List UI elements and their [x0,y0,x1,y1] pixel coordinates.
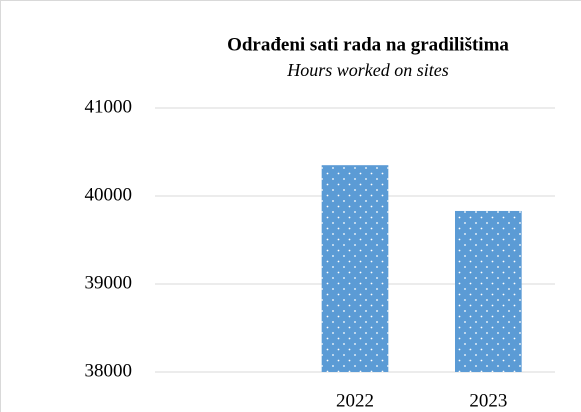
bar [321,165,389,372]
chart-subtitle: Hours worked on sites [286,60,449,80]
y-tick-label: 40000 [85,184,133,205]
y-tick-label: 41000 [85,96,133,117]
x-tick-label: 2023 [469,390,507,411]
y-tick-label: 39000 [85,272,133,293]
x-tick-label: 2022 [336,390,374,411]
y-tick-label: 38000 [85,360,133,381]
chart-title: Odrađeni sati rada na gradilištima [227,34,509,55]
bar [455,210,522,372]
